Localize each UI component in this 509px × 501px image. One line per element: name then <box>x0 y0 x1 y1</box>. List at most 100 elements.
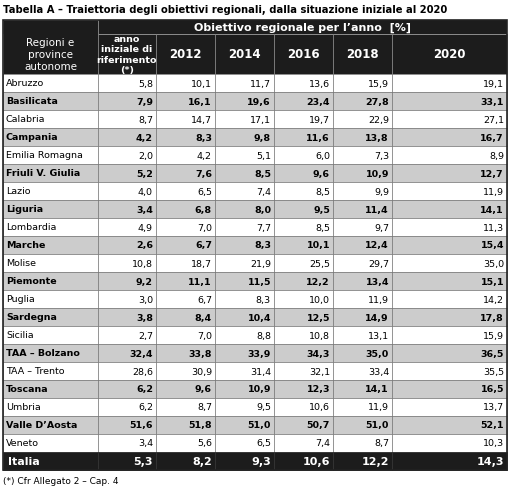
Text: 9,9: 9,9 <box>373 187 388 196</box>
Text: Italia: Italia <box>8 456 40 466</box>
Bar <box>332 380 391 398</box>
Bar <box>215 129 273 147</box>
Text: 8,8: 8,8 <box>256 331 270 340</box>
Bar <box>391 236 506 255</box>
Text: 11,9: 11,9 <box>367 295 388 304</box>
Bar <box>3 111 98 129</box>
Bar <box>156 309 215 326</box>
Bar <box>332 35 391 75</box>
Text: 51,6: 51,6 <box>129 421 153 430</box>
Bar <box>391 93 506 111</box>
Text: Emilia Romagna: Emilia Romagna <box>6 151 83 160</box>
Bar <box>98 200 156 218</box>
Text: Liguria: Liguria <box>6 205 43 214</box>
Bar <box>273 93 332 111</box>
Bar <box>273 183 332 200</box>
Bar <box>215 75 273 93</box>
Text: 2,7: 2,7 <box>138 331 153 340</box>
Text: Calabria: Calabria <box>6 115 45 124</box>
Bar <box>3 129 98 147</box>
Text: 11,5: 11,5 <box>247 277 270 286</box>
Bar <box>273 344 332 362</box>
Bar <box>273 129 332 147</box>
Text: 19,1: 19,1 <box>482 79 503 88</box>
Bar <box>3 147 98 165</box>
Text: 7,6: 7,6 <box>194 169 212 178</box>
Bar <box>332 398 391 416</box>
Bar <box>215 416 273 434</box>
Text: 50,7: 50,7 <box>306 421 329 430</box>
Bar <box>98 326 156 344</box>
Bar <box>156 452 215 470</box>
Text: 6,5: 6,5 <box>256 438 270 447</box>
Bar <box>3 398 98 416</box>
Bar <box>391 452 506 470</box>
Text: 6,5: 6,5 <box>196 187 212 196</box>
Bar <box>273 75 332 93</box>
Bar <box>156 200 215 218</box>
Text: 32,4: 32,4 <box>129 349 153 358</box>
Text: 8,7: 8,7 <box>373 438 388 447</box>
Text: 12,4: 12,4 <box>364 241 388 250</box>
Bar <box>3 200 98 218</box>
Text: 31,4: 31,4 <box>249 367 270 376</box>
Bar <box>3 309 98 326</box>
Bar <box>332 165 391 183</box>
Bar <box>391 218 506 236</box>
Text: 3,0: 3,0 <box>137 295 153 304</box>
Text: 10,1: 10,1 <box>306 241 329 250</box>
Text: Obiettivo regionale per l’anno  [%]: Obiettivo regionale per l’anno [%] <box>193 23 410 33</box>
Bar <box>156 183 215 200</box>
Bar <box>215 326 273 344</box>
Text: 36,5: 36,5 <box>479 349 503 358</box>
Bar <box>98 380 156 398</box>
Text: 8,0: 8,0 <box>253 205 270 214</box>
Bar <box>391 129 506 147</box>
Bar <box>332 434 391 452</box>
Bar <box>3 344 98 362</box>
Text: 11,7: 11,7 <box>249 79 270 88</box>
Text: Valle D’Aosta: Valle D’Aosta <box>6 421 77 430</box>
Bar <box>98 165 156 183</box>
Bar <box>273 35 332 75</box>
Bar <box>156 273 215 291</box>
Text: 11,4: 11,4 <box>364 205 388 214</box>
Bar <box>3 21 506 35</box>
Text: 12,3: 12,3 <box>306 385 329 394</box>
Bar <box>98 255 156 273</box>
Bar <box>273 236 332 255</box>
Text: 21,9: 21,9 <box>249 259 270 268</box>
Text: 27,1: 27,1 <box>482 115 503 124</box>
Text: 2020: 2020 <box>433 49 465 62</box>
Bar <box>3 255 98 273</box>
Bar <box>273 273 332 291</box>
Text: 25,5: 25,5 <box>308 259 329 268</box>
Text: 12,7: 12,7 <box>479 169 503 178</box>
Text: 10,8: 10,8 <box>132 259 153 268</box>
Bar <box>98 93 156 111</box>
Text: 10,6: 10,6 <box>308 403 329 412</box>
Bar <box>98 452 156 470</box>
Text: 14,7: 14,7 <box>191 115 212 124</box>
Text: 3,4: 3,4 <box>137 438 153 447</box>
Text: Sardegna: Sardegna <box>6 313 57 322</box>
Bar <box>391 398 506 416</box>
Text: 33,9: 33,9 <box>247 349 270 358</box>
Bar <box>332 111 391 129</box>
Bar <box>215 452 273 470</box>
Bar <box>391 416 506 434</box>
Bar <box>391 111 506 129</box>
Text: Marche: Marche <box>6 241 45 250</box>
Bar <box>98 35 156 75</box>
Bar <box>156 129 215 147</box>
Bar <box>156 291 215 309</box>
Bar <box>332 75 391 93</box>
Bar <box>391 147 506 165</box>
Text: 9,7: 9,7 <box>373 223 388 232</box>
Bar <box>273 398 332 416</box>
Text: 33,1: 33,1 <box>479 97 503 106</box>
Text: 33,4: 33,4 <box>367 367 388 376</box>
Bar <box>391 165 506 183</box>
Bar <box>156 398 215 416</box>
Text: 6,8: 6,8 <box>194 205 212 214</box>
